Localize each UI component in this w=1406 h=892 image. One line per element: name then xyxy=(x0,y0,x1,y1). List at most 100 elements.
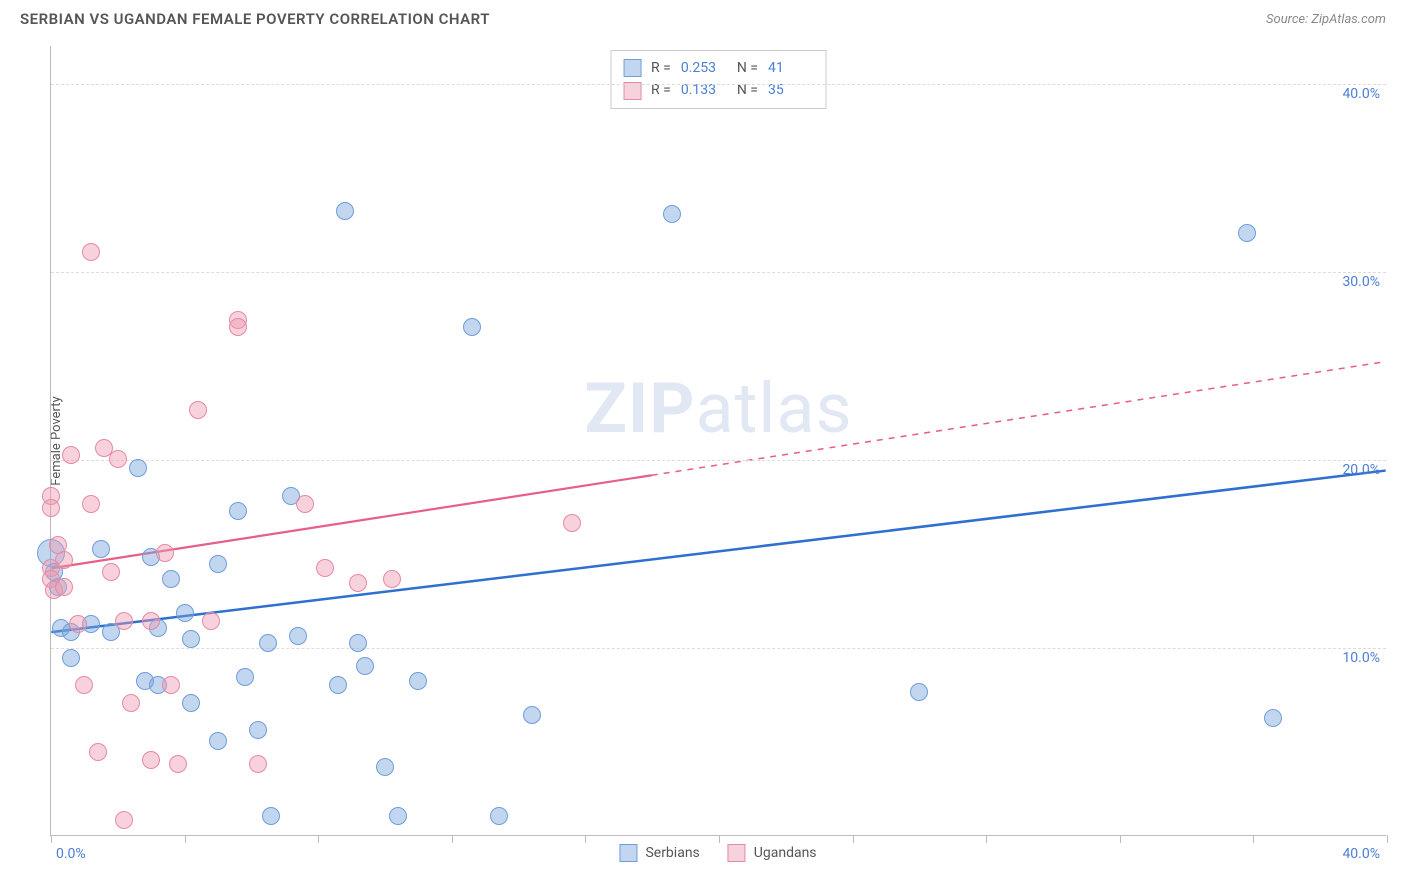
stats-legend-box: R =0.253N =41R =0.133N =35 xyxy=(610,50,827,109)
legend-swatch xyxy=(728,844,746,862)
data-point xyxy=(262,807,280,825)
data-point xyxy=(202,612,220,630)
data-point xyxy=(109,450,127,468)
watermark: ZIPatlas xyxy=(584,368,852,450)
x-tick xyxy=(1120,835,1121,843)
trend-lines xyxy=(51,46,1386,835)
data-point xyxy=(249,721,267,739)
x-tick xyxy=(1387,835,1388,843)
data-point xyxy=(229,502,247,520)
x-tick xyxy=(986,835,987,843)
data-point xyxy=(182,694,200,712)
data-point xyxy=(209,732,227,750)
series-swatch xyxy=(623,59,641,77)
data-point xyxy=(129,459,147,477)
source-label: Source: ZipAtlas.com xyxy=(1266,12,1386,27)
data-point xyxy=(162,570,180,588)
data-point xyxy=(102,563,120,581)
x-tick xyxy=(452,835,453,843)
data-point xyxy=(663,205,681,223)
data-point xyxy=(259,634,277,652)
data-point xyxy=(229,318,247,336)
gridline xyxy=(51,84,1386,85)
chart-area: Female Poverty ZIPatlas R =0.253N =41R =… xyxy=(50,46,1386,836)
plot-region: ZIPatlas R =0.253N =41R =0.133N =35 10.0… xyxy=(50,46,1386,836)
stat-key: R = xyxy=(651,57,671,79)
data-point xyxy=(115,612,133,630)
stat-key: N = xyxy=(737,57,758,79)
data-point xyxy=(349,634,367,652)
data-point xyxy=(296,495,314,513)
data-point xyxy=(89,743,107,761)
data-point xyxy=(329,676,347,694)
data-point xyxy=(49,536,67,554)
data-point xyxy=(82,495,100,513)
trend-line-dashed xyxy=(652,362,1386,476)
x-tick xyxy=(318,835,319,843)
stat-r-value: 0.253 xyxy=(681,57,727,79)
stat-n-value: 41 xyxy=(768,57,814,79)
y-tick-label: 30.0% xyxy=(1342,274,1380,290)
data-point xyxy=(383,570,401,588)
data-point xyxy=(176,604,194,622)
gridline xyxy=(51,460,1386,461)
data-point xyxy=(910,683,928,701)
data-point xyxy=(182,630,200,648)
legend-label: Ugandans xyxy=(754,845,817,861)
data-point xyxy=(62,446,80,464)
data-point xyxy=(42,499,60,517)
data-point xyxy=(156,544,174,562)
data-point xyxy=(563,514,581,532)
trend-line-solid xyxy=(51,471,1385,633)
x-tick xyxy=(51,835,52,843)
stats-row: R = 0.253 N = 41 xyxy=(623,57,814,79)
data-point xyxy=(289,627,307,645)
data-point xyxy=(142,612,160,630)
x-tick xyxy=(585,835,586,843)
data-point xyxy=(349,574,367,592)
data-point xyxy=(356,657,374,675)
data-point xyxy=(122,694,140,712)
data-point xyxy=(82,243,100,261)
x-tick xyxy=(1253,835,1254,843)
gridline xyxy=(51,648,1386,649)
legend-item: Ugandans xyxy=(728,844,817,862)
x-tick xyxy=(853,835,854,843)
x-tick xyxy=(185,835,186,843)
y-tick-label: 40.0% xyxy=(1342,86,1380,102)
data-point xyxy=(249,755,267,773)
y-tick-label: 10.0% xyxy=(1342,650,1380,666)
data-point xyxy=(409,672,427,690)
data-point xyxy=(142,751,160,769)
legend-label: Serbians xyxy=(645,845,699,861)
data-point xyxy=(376,758,394,776)
x-tick xyxy=(719,835,720,843)
data-point xyxy=(55,578,73,596)
data-point xyxy=(336,202,354,220)
data-point xyxy=(209,555,227,573)
x-axis-min-label: 0.0% xyxy=(56,846,86,862)
series-legend: Serbians Ugandans xyxy=(619,844,816,862)
data-point xyxy=(69,615,87,633)
data-point xyxy=(463,318,481,336)
data-point xyxy=(389,807,407,825)
data-point xyxy=(316,559,334,577)
y-tick-label: 20.0% xyxy=(1342,462,1380,478)
data-point xyxy=(169,755,187,773)
data-point xyxy=(1238,224,1256,242)
data-point xyxy=(75,676,93,694)
data-point xyxy=(62,649,80,667)
legend-item: Serbians xyxy=(619,844,699,862)
data-point xyxy=(189,401,207,419)
data-point xyxy=(92,540,110,558)
data-point xyxy=(236,668,254,686)
data-point xyxy=(1264,709,1282,727)
gridline xyxy=(51,272,1386,273)
x-axis-max-label: 40.0% xyxy=(1342,846,1380,862)
data-point xyxy=(490,807,508,825)
data-point xyxy=(162,676,180,694)
legend-swatch xyxy=(619,844,637,862)
data-point xyxy=(115,811,133,829)
data-point xyxy=(523,706,541,724)
chart-title: SERBIAN VS UGANDAN FEMALE POVERTY CORREL… xyxy=(20,10,490,28)
